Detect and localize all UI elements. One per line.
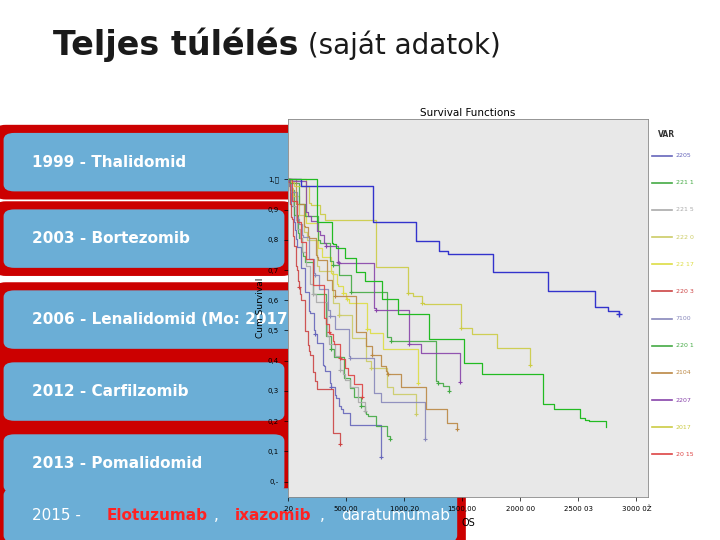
Text: VAR: VAR	[659, 130, 675, 139]
Text: 2017: 2017	[675, 425, 691, 430]
FancyBboxPatch shape	[0, 282, 365, 357]
FancyBboxPatch shape	[0, 354, 293, 429]
FancyBboxPatch shape	[4, 434, 284, 493]
Text: 220 1: 220 1	[675, 343, 693, 348]
Text: 221 5: 221 5	[675, 207, 693, 212]
Text: 7100: 7100	[675, 316, 691, 321]
Text: ,: ,	[214, 508, 223, 523]
FancyBboxPatch shape	[0, 480, 466, 540]
Text: 22 17: 22 17	[675, 262, 693, 267]
Text: Elotuzumab: Elotuzumab	[107, 508, 208, 523]
Text: 2006 - Lenalidomid (Mo: 2017!): 2006 - Lenalidomid (Mo: 2017!)	[32, 312, 302, 327]
Text: ixazomib: ixazomib	[235, 508, 311, 523]
FancyBboxPatch shape	[4, 133, 299, 191]
Text: 1999 - Thalidomid: 1999 - Thalidomid	[32, 154, 186, 170]
FancyBboxPatch shape	[0, 426, 293, 501]
Text: 2012 - Carfilzomib: 2012 - Carfilzomib	[32, 384, 189, 399]
Text: daratumumab: daratumumab	[341, 508, 451, 523]
Text: 2003 - Bortezomib: 2003 - Bortezomib	[32, 231, 190, 246]
Text: 221 1: 221 1	[675, 180, 693, 185]
Text: ,: ,	[320, 508, 330, 523]
Text: Teljes túlélés: Teljes túlélés	[53, 28, 299, 62]
Text: 2207: 2207	[675, 397, 691, 403]
Text: 2104: 2104	[675, 370, 691, 375]
Text: 222 0: 222 0	[675, 234, 693, 240]
Text: 2205: 2205	[675, 153, 691, 158]
FancyBboxPatch shape	[4, 488, 457, 540]
Text: (saját adatok): (saját adatok)	[299, 30, 500, 60]
FancyBboxPatch shape	[4, 362, 284, 421]
Text: 220 3: 220 3	[675, 289, 693, 294]
Text: 2013 - Pomalidomid: 2013 - Pomalidomid	[32, 456, 202, 471]
Text: 2015 -: 2015 -	[32, 508, 86, 523]
FancyBboxPatch shape	[0, 201, 293, 276]
FancyBboxPatch shape	[0, 125, 307, 199]
FancyBboxPatch shape	[4, 291, 356, 349]
Title: Survival Functions: Survival Functions	[420, 108, 516, 118]
Text: 20 15: 20 15	[675, 452, 693, 457]
FancyBboxPatch shape	[4, 210, 284, 268]
X-axis label: OS: OS	[461, 518, 475, 528]
Y-axis label: Cum Survival: Cum Survival	[256, 278, 265, 338]
